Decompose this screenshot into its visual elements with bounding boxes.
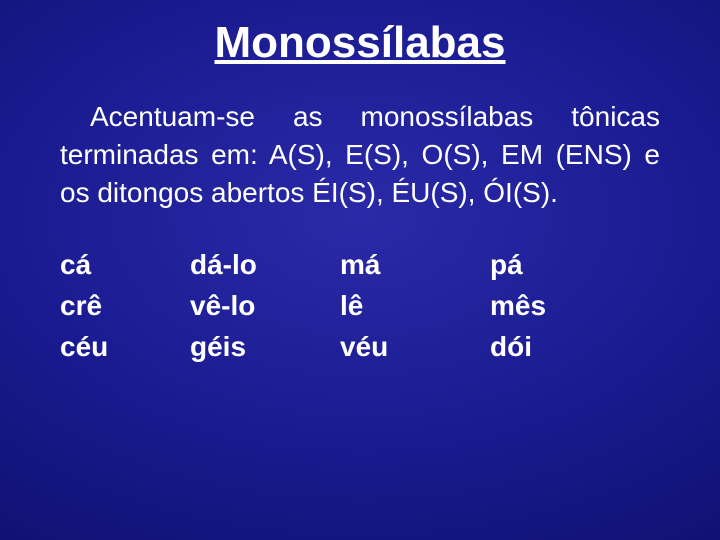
rule-paragraph: Acentuam-se as monossílabas tônicas term… xyxy=(60,98,660,211)
example-word: pá xyxy=(490,245,620,286)
example-word: dá-lo xyxy=(190,245,340,286)
example-word: véu xyxy=(340,327,490,368)
example-word: má xyxy=(340,245,490,286)
example-word: lê xyxy=(340,286,490,327)
example-word: cá xyxy=(60,245,190,286)
example-word: vê-lo xyxy=(190,286,340,327)
slide-title: Monossílabas xyxy=(0,0,720,68)
example-word: mês xyxy=(490,286,620,327)
examples-col-1: cá crê céu xyxy=(60,245,190,367)
examples-col-4: pá mês dói xyxy=(490,245,620,367)
example-word: dói xyxy=(490,327,620,368)
example-word: géis xyxy=(190,327,340,368)
examples-col-3: má lê véu xyxy=(340,245,490,367)
examples-col-2: dá-lo vê-lo géis xyxy=(190,245,340,367)
slide: Monossílabas Acentuam-se as monossílabas… xyxy=(0,0,720,540)
example-word: crê xyxy=(60,286,190,327)
examples-table: cá crê céu dá-lo vê-lo géis má lê véu pá… xyxy=(60,245,660,367)
example-word: céu xyxy=(60,327,190,368)
